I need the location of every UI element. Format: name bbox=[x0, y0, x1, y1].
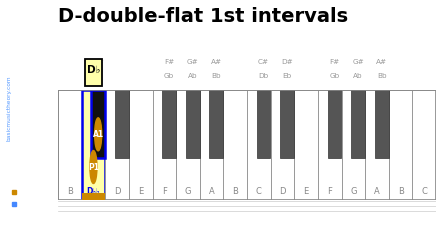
Text: A: A bbox=[209, 187, 214, 196]
Bar bbox=[115, 90, 128, 158]
Text: D-double-flat 1st intervals: D-double-flat 1st intervals bbox=[58, 7, 348, 26]
Text: D♭: D♭ bbox=[87, 65, 100, 75]
Text: D#: D# bbox=[92, 58, 104, 65]
Text: G: G bbox=[185, 187, 191, 196]
Text: C: C bbox=[256, 187, 262, 196]
Bar bbox=[318, 90, 341, 200]
Text: B: B bbox=[67, 187, 73, 196]
Text: G: G bbox=[350, 187, 356, 196]
Bar bbox=[153, 90, 176, 200]
Bar bbox=[200, 90, 224, 200]
Text: E: E bbox=[304, 187, 309, 196]
Bar bbox=[162, 90, 176, 158]
Text: Ab: Ab bbox=[353, 73, 363, 79]
Bar bbox=[280, 90, 294, 158]
Text: P1: P1 bbox=[88, 162, 99, 171]
Text: A: A bbox=[374, 187, 380, 196]
Circle shape bbox=[90, 151, 97, 184]
Text: D: D bbox=[114, 187, 120, 196]
Text: F#: F# bbox=[164, 58, 174, 65]
Text: Db: Db bbox=[258, 73, 269, 79]
Bar bbox=[327, 90, 341, 158]
Text: A1: A1 bbox=[92, 130, 104, 139]
Bar bbox=[186, 90, 199, 158]
Text: Ab: Ab bbox=[188, 73, 198, 79]
Bar bbox=[105, 90, 129, 200]
Bar bbox=[224, 90, 247, 200]
Bar bbox=[365, 90, 389, 200]
Text: G#: G# bbox=[187, 58, 198, 65]
Bar bbox=[58, 90, 82, 200]
Text: F: F bbox=[327, 187, 332, 196]
Bar bbox=[176, 90, 200, 200]
Bar bbox=[82, 193, 105, 200]
Text: C: C bbox=[421, 187, 427, 196]
Text: A#: A# bbox=[376, 58, 387, 65]
Text: D♭♭: D♭♭ bbox=[87, 187, 100, 196]
Text: A#: A# bbox=[211, 58, 222, 65]
Bar bbox=[257, 90, 271, 158]
Bar bbox=[92, 90, 105, 158]
Bar bbox=[247, 90, 271, 200]
Text: F#: F# bbox=[329, 58, 340, 65]
Text: Gb: Gb bbox=[329, 73, 340, 79]
Text: basicmusictheory.com: basicmusictheory.com bbox=[7, 75, 11, 141]
Text: Gb: Gb bbox=[164, 73, 174, 79]
Text: E: E bbox=[138, 187, 143, 196]
Bar bbox=[341, 90, 365, 200]
Text: B: B bbox=[232, 187, 238, 196]
Text: G#: G# bbox=[352, 58, 364, 65]
Bar bbox=[351, 90, 365, 158]
Bar bbox=[129, 90, 153, 200]
Text: C#: C# bbox=[258, 58, 269, 65]
Bar bbox=[375, 90, 389, 158]
Bar bbox=[209, 90, 223, 158]
Bar bbox=[412, 90, 436, 200]
FancyBboxPatch shape bbox=[85, 58, 102, 86]
Text: D: D bbox=[279, 187, 286, 196]
Text: Bb: Bb bbox=[212, 73, 221, 79]
Text: B: B bbox=[398, 187, 403, 196]
Text: D#: D# bbox=[281, 58, 293, 65]
Text: F: F bbox=[162, 187, 167, 196]
Bar bbox=[82, 90, 105, 200]
Bar bbox=[389, 90, 412, 200]
Bar bbox=[271, 90, 294, 200]
Bar bbox=[294, 90, 318, 200]
Text: Eb: Eb bbox=[282, 73, 292, 79]
Text: Bb: Bb bbox=[377, 73, 386, 79]
Text: Eb: Eb bbox=[94, 73, 103, 79]
Circle shape bbox=[95, 118, 102, 151]
